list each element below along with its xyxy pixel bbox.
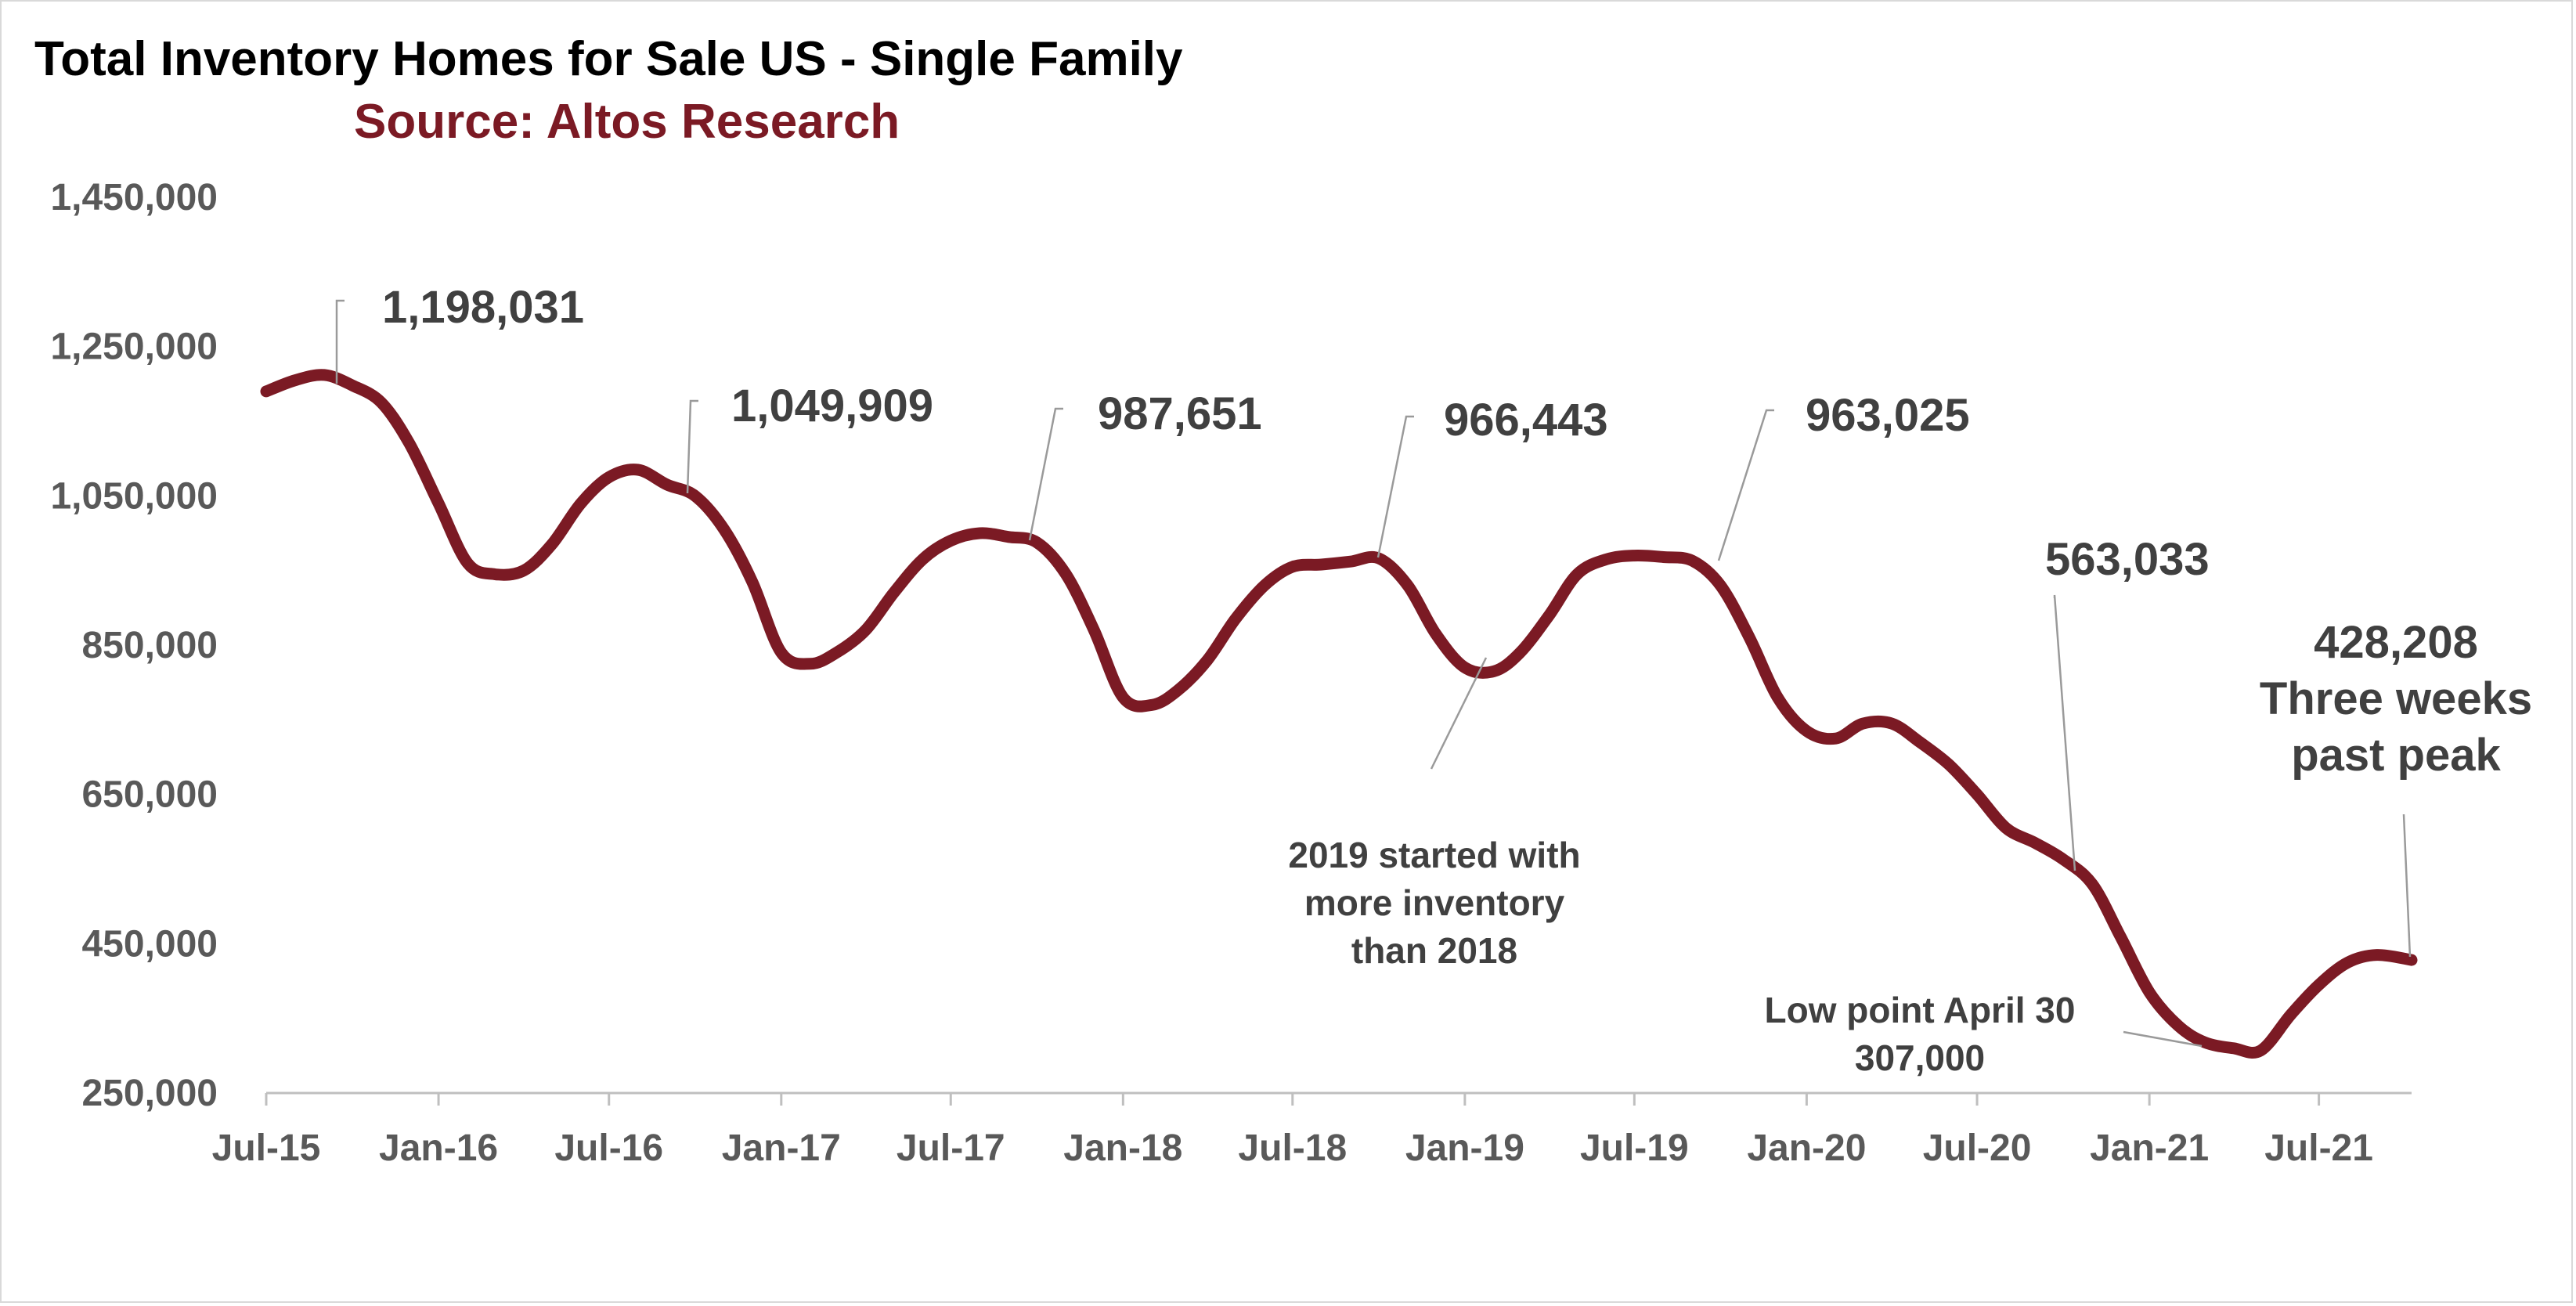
inventory-data-point [1948, 764, 1950, 766]
inventory-data-point [608, 477, 610, 478]
inventory-data-point [551, 543, 553, 545]
y-tick-label: 850,000 [81, 625, 218, 666]
x-tick-label: Jul-21 [2264, 1127, 2373, 1169]
annotation-leader-line [2123, 1030, 2203, 1048]
y-tick-label: 1,450,000 [50, 177, 218, 218]
inventory-data-point [1748, 637, 1750, 638]
inventory-data-point [294, 380, 296, 381]
inventory-data-point [1435, 633, 1437, 635]
y-tick-label: 450,000 [81, 923, 218, 965]
inventory-data-point [2091, 883, 2093, 885]
inventory-data-point [2204, 1041, 2206, 1043]
y-axis: 1,450,000 1,250,000 1,050,000 850,000 650,00… [50, 177, 218, 1114]
y-tick-label: 1,050,000 [50, 475, 218, 517]
annotation-leader-line [335, 299, 345, 384]
x-tick-label: Jan-16 [379, 1127, 498, 1169]
annotation-label: 966,443 [1444, 395, 1608, 446]
annotation-leader-line [1430, 657, 1488, 770]
inventory-data-point [1350, 561, 1351, 562]
x-tick-label: Jan-19 [1405, 1127, 1524, 1169]
y-tick-label: 650,000 [81, 774, 218, 816]
x-tick-label: Jan-18 [1063, 1127, 1182, 1169]
annotation-leader-line [2402, 814, 2412, 958]
inventory-data-point [352, 384, 353, 386]
annotation-label: 1,198,031 [382, 282, 584, 333]
inventory-data-point [2260, 1050, 2261, 1052]
chart-title: Total Inventory Homes for Sale US - Sing… [34, 32, 1183, 86]
inventory-data-point [1464, 667, 1466, 669]
inventory-data-point [1519, 652, 1521, 654]
annotation-label: than 2018 [1351, 930, 1517, 971]
inventory-data-point [922, 558, 923, 560]
x-tick-label: Jul-17 [897, 1127, 1005, 1169]
inventory-series-line [260, 369, 2418, 1059]
inventory-data-point [1919, 741, 1921, 743]
inventory-data-point [1122, 697, 1124, 698]
annotation-label: past peak [2291, 730, 2501, 781]
inventory-data-point [723, 529, 725, 530]
series-layer [260, 369, 2418, 1059]
x-tick-label: Jan-20 [1747, 1127, 1866, 1169]
inventory-data-point [381, 402, 382, 403]
inventory-data-point [2290, 1014, 2292, 1016]
inventory-data-point [494, 573, 496, 575]
inventory-data-point [1719, 585, 1721, 586]
inventory-data-point [1633, 555, 1635, 557]
annotation-label: Three weeks [2260, 673, 2532, 724]
inventory-data-point [1407, 585, 1409, 586]
inventory-data-point [2318, 984, 2320, 986]
x-tick-label: Jul-16 [554, 1127, 663, 1169]
inventory-data-point [523, 570, 525, 572]
annotation-label: 307,000 [1855, 1037, 1985, 1078]
inventory-data-point [835, 652, 837, 654]
annotation-label: 987,651 [1098, 388, 1262, 439]
x-tick-label: Jul-18 [1238, 1127, 1347, 1169]
inventory-data-point [2347, 961, 2349, 963]
annotation-label: Low point April 30 [1765, 990, 2076, 1030]
inventory-data-point [1378, 557, 1380, 559]
annotation-label: 1,049,909 [731, 381, 933, 431]
inventory-data-point [637, 469, 639, 471]
x-tick-label: Jan-17 [722, 1127, 841, 1169]
inventory-data-point [2034, 842, 2036, 844]
inventory-data-point [1292, 566, 1293, 568]
inventory-data-point [1976, 794, 1978, 796]
y-tick-label: 250,000 [81, 1073, 218, 1114]
annotation-label: 2019 started with [1288, 835, 1580, 875]
annotation-label: 428,208 [2314, 617, 2478, 668]
annotation-leader-line [1028, 407, 1063, 541]
inventory-data-point [1493, 670, 1495, 672]
annotation-leader-line [2053, 594, 2076, 871]
x-tick-label: Jul-20 [1923, 1127, 2032, 1169]
inventory-data-point [2062, 859, 2064, 860]
x-tick-label: Jul-15 [212, 1127, 321, 1169]
inventory-data-point [323, 374, 325, 376]
annotation-leader-line [1717, 409, 1774, 561]
inventory-data-point [467, 562, 468, 564]
annotation-layer: 1,198,031 1,049,909 987,651 966,443 963,025 5… [335, 282, 2532, 1078]
inventory-data-point [1264, 585, 1265, 586]
inventory-data-point [1777, 697, 1778, 698]
inventory-data-point [1576, 573, 1578, 575]
inventory-data-point [1605, 558, 1607, 560]
chart-subtitle: Source: Altos Research [354, 95, 900, 149]
inventory-data-point [2148, 991, 2150, 993]
inventory-data-point [2376, 954, 2378, 956]
x-axis: Jul-15 Jan-16 Jul-16 Jan-17 Jul-17 Jan-18 Jul-… [212, 1091, 2412, 1169]
annotation-leader-line [1376, 415, 1414, 558]
annotation-leader-line [686, 399, 698, 494]
x-tick-label: Jan-21 [2090, 1127, 2209, 1169]
y-tick-label: 1,250,000 [50, 326, 218, 368]
x-tick-label: Jul-19 [1580, 1127, 1689, 1169]
inventory-data-point [1008, 536, 1009, 538]
annotation-label: 563,033 [2045, 534, 2210, 585]
annotation-label: more inventory [1304, 882, 1565, 923]
annotation-label: 963,025 [1806, 390, 1970, 441]
inventory-data-point [1835, 738, 1836, 739]
